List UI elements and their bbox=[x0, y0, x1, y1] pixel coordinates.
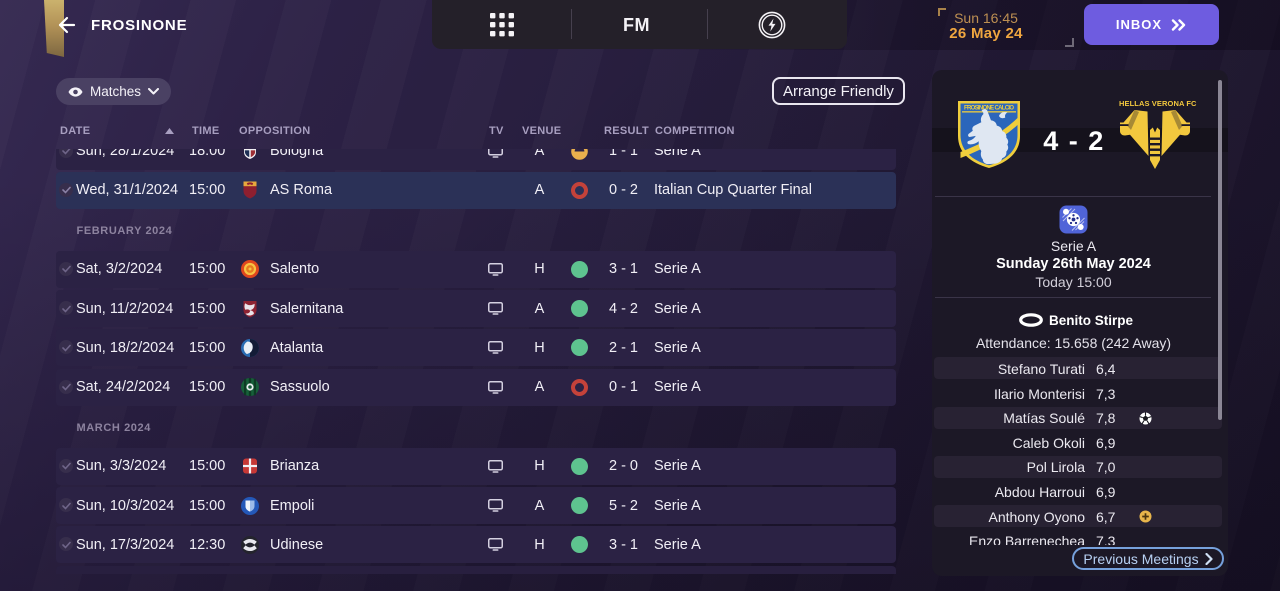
svg-text:FROSINONE CALCIO: FROSINONE CALCIO bbox=[964, 106, 1014, 112]
